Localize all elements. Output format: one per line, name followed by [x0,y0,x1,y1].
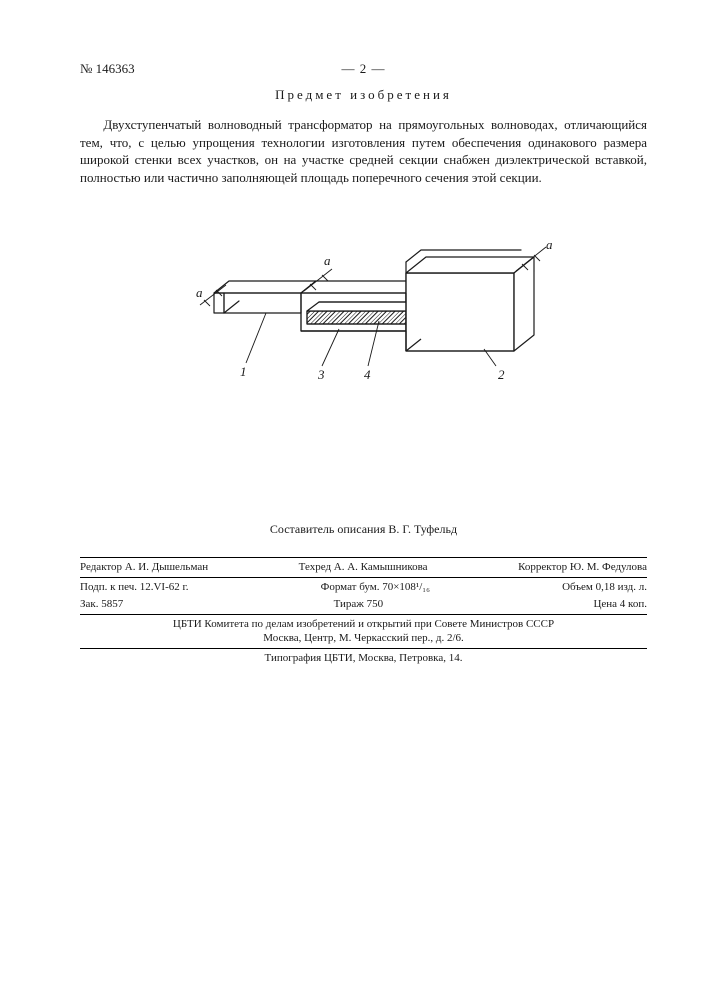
tirage: Тираж 750 [334,597,384,612]
volume: Объем 0,18 изд. л. [562,580,647,595]
label-a-right: a [546,237,553,252]
corrector: Корректор Ю. М. Федулова [518,560,647,575]
page: № 146363 — 2 — № 146363 Предмет изобрете… [0,0,707,708]
colophon-org: ЦБТИ Комитета по делам изобретений и отк… [80,615,647,650]
paper-format: Формат бум. 70×108¹/₁₆ [321,580,430,595]
order-number: Зак. 5857 [80,597,123,612]
figure: a a a 1 3 4 2 [80,231,647,411]
section-title: Предмет изобретения [80,86,647,104]
printer: Типография ЦБТИ, Москва, Петровка, 14. [80,649,647,668]
label-3: 3 [317,367,325,382]
colophon-row-staff: Редактор А. И. Дышельман Техред А. А. Ка… [80,558,647,578]
org-address: Москва, Центр, М. Черкасский пер., д. 2/… [80,631,647,646]
label-4: 4 [364,367,371,382]
claim-text: Двухступенчатый волноводный трансформато… [80,116,647,186]
signed-date: Подп. к печ. 12.VI-62 г. [80,580,189,595]
org-name: ЦБТИ Комитета по делам изобретений и отк… [80,617,647,632]
header-row: № 146363 — 2 — № 146363 [80,60,647,78]
page-number: — 2 — [342,60,386,78]
label-2: 2 [498,367,505,382]
label-a-left: a [196,285,203,300]
waveguide-diagram: a a a 1 3 4 2 [174,231,554,406]
tech-editor: Техред А. А. Камышникова [299,560,428,575]
editor: Редактор А. И. Дышельман [80,560,208,575]
label-a-mid: a [324,253,331,268]
colophon: Редактор А. И. Дышельман Техред А. А. Ка… [80,557,647,668]
doc-number: № 146363 [80,60,135,78]
price: Цена 4 коп. [593,597,647,612]
colophon-row-print2: Зак. 5857 Тираж 750 Цена 4 коп. [80,597,647,615]
compiled-by: Составитель описания В. Г. Туфельд [80,521,647,537]
label-1: 1 [240,364,247,379]
colophon-row-print1: Подп. к печ. 12.VI-62 г. Формат бум. 70×… [80,578,647,597]
